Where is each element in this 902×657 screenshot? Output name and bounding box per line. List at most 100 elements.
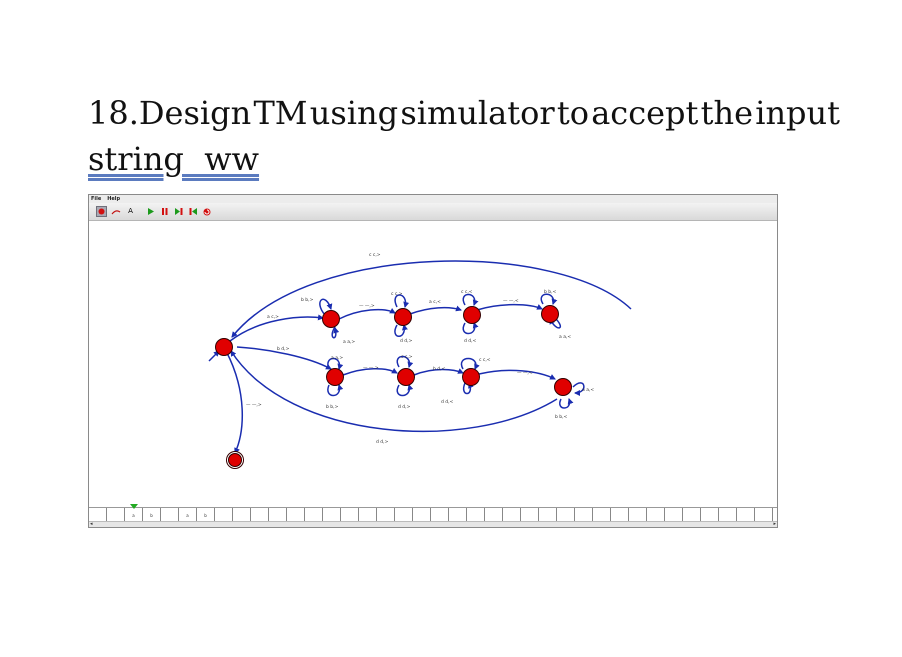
pause-icon[interactable]	[159, 206, 170, 217]
tm-state[interactable]	[463, 306, 481, 324]
tape-cell[interactable]	[287, 508, 305, 523]
state-tool-icon[interactable]	[96, 206, 107, 217]
tape-cell[interactable]	[503, 508, 521, 523]
tape-cell[interactable]	[359, 508, 377, 523]
tm-state-final[interactable]	[228, 453, 242, 467]
tape-cell[interactable]	[449, 508, 467, 523]
state-diagram-canvas[interactable]: c c,> a c,> — —,> a c,< — —,< b b,> a a,…	[89, 221, 777, 505]
toolbar: A	[89, 203, 777, 221]
edge-label: d d,<	[464, 338, 477, 344]
tape-cell[interactable]	[413, 508, 431, 523]
transition-arc	[236, 346, 332, 370]
edge-label: c c,>	[369, 252, 381, 258]
tape-cell[interactable]	[737, 508, 755, 523]
transition-arc	[225, 350, 244, 454]
edge-label: b b,<	[544, 289, 557, 295]
heading-word: using	[309, 94, 399, 132]
heading-word: TM	[253, 94, 308, 132]
self-loop	[394, 294, 410, 308]
edge-label: c c,<	[479, 357, 491, 363]
tape-cell[interactable]: b	[197, 508, 215, 523]
tape-cell[interactable]	[161, 508, 179, 523]
self-loop	[540, 293, 558, 305]
scroll-right-icon[interactable]: ▸	[773, 521, 776, 527]
menu-help[interactable]: Help	[107, 196, 121, 202]
edge-label: b b,>	[301, 297, 314, 303]
tape-cell[interactable]	[467, 508, 485, 523]
tape-cell[interactable]	[377, 508, 395, 523]
tm-state[interactable]	[397, 368, 415, 386]
tape-cell[interactable]	[575, 508, 593, 523]
self-loop	[319, 298, 333, 316]
horizontal-scrollbar[interactable]: ◂ ▸	[89, 521, 777, 527]
scroll-left-icon[interactable]: ◂	[90, 521, 93, 527]
tape-cell[interactable]	[593, 508, 611, 523]
tape-cell[interactable]	[647, 508, 665, 523]
transition-tool-icon[interactable]	[110, 206, 121, 217]
tm-state[interactable]	[541, 305, 559, 323]
tape-cell[interactable]: a	[125, 508, 143, 523]
tape-cell[interactable]	[305, 508, 323, 523]
menu-file[interactable]: File	[91, 196, 102, 202]
self-loop	[327, 384, 344, 397]
simulator-screenshot: File Help A	[88, 194, 778, 528]
run-icon[interactable]	[145, 206, 156, 217]
tape-head-icon	[130, 504, 138, 509]
tape-cell[interactable]	[395, 508, 413, 523]
step-back-icon[interactable]	[187, 206, 198, 217]
heading-word: to	[556, 94, 589, 132]
tape-cell[interactable]	[701, 508, 719, 523]
tm-state[interactable]	[322, 310, 340, 328]
edge-label: a a,>	[343, 339, 355, 345]
edge-label: c c,>	[401, 354, 413, 360]
transition-arc	[413, 368, 464, 376]
edge-label: — —,<	[503, 298, 519, 304]
edge-label: d d,>	[376, 439, 389, 445]
tm-state[interactable]	[394, 308, 412, 326]
tape-cell[interactable]	[269, 508, 287, 523]
tape-cell[interactable]	[485, 508, 503, 523]
self-loop	[462, 382, 474, 395]
tape-cell[interactable]: b	[143, 508, 161, 523]
edge-label: — —,>	[246, 402, 262, 408]
transition-arc	[342, 367, 398, 376]
edge-label: d d,>	[398, 404, 411, 410]
reset-icon[interactable]	[201, 206, 212, 217]
tm-state-start[interactable]	[215, 338, 233, 356]
tape-cell[interactable]	[683, 508, 701, 523]
label-tool-icon[interactable]: A	[125, 206, 136, 217]
edge-label: a a,<	[559, 334, 571, 340]
step-icon[interactable]	[173, 206, 184, 217]
edge-label: a a,<	[582, 387, 594, 393]
tape-cell[interactable]	[665, 508, 683, 523]
tape-cell[interactable]	[89, 508, 107, 523]
tm-state[interactable]	[462, 368, 480, 386]
edge-label: b b,>	[326, 404, 339, 410]
tape-cell[interactable]	[215, 508, 233, 523]
tape-cell[interactable]	[755, 508, 773, 523]
self-loop	[572, 382, 585, 396]
edge-label: b d,<	[433, 366, 446, 372]
tape-cell[interactable]	[557, 508, 575, 523]
edge-label: a c,<	[429, 299, 441, 305]
tape-cell[interactable]	[719, 508, 737, 523]
tape-cell[interactable]	[629, 508, 647, 523]
tm-state[interactable]	[326, 368, 344, 386]
tape-cell[interactable]	[233, 508, 251, 523]
tape-cell[interactable]	[539, 508, 557, 523]
tape-cell[interactable]	[323, 508, 341, 523]
self-loop	[462, 322, 479, 335]
heading-word: input	[755, 94, 840, 132]
tape-cell[interactable]	[251, 508, 269, 523]
edge-label: d d,<	[441, 399, 454, 405]
tape-cell[interactable]	[611, 508, 629, 523]
tape-cell[interactable]	[341, 508, 359, 523]
transition-arc	[476, 303, 543, 311]
tape-cell[interactable]	[107, 508, 125, 523]
tm-state[interactable]	[554, 378, 572, 396]
heading-line-2: string ww	[88, 136, 840, 182]
tape-cell[interactable]	[521, 508, 539, 523]
transition-arc	[409, 305, 462, 315]
tape-cell[interactable]	[431, 508, 449, 523]
tape-cell[interactable]: a	[179, 508, 197, 523]
